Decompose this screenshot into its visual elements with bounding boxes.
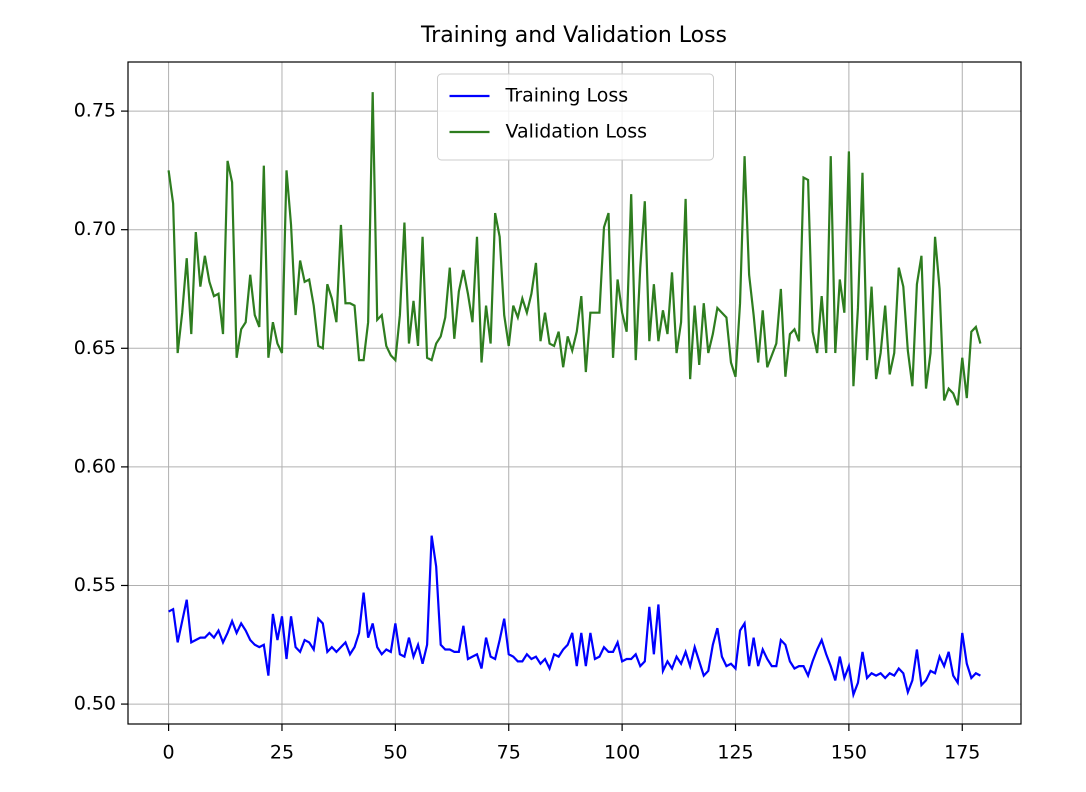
x-tick-label: 25 xyxy=(270,742,294,764)
x-tick-label: 0 xyxy=(163,742,175,764)
plot-frame xyxy=(127,61,1022,725)
series-line xyxy=(168,535,981,699)
x-tick-label: 100 xyxy=(604,742,640,764)
legend: Training Loss Validation Loss xyxy=(437,73,714,161)
x-tick-label: 175 xyxy=(944,742,980,764)
y-tick-label: 0.70 xyxy=(74,218,116,240)
y-tick-label: 0.55 xyxy=(74,574,116,596)
x-tick-label: 125 xyxy=(717,742,753,764)
x-tick-label: 150 xyxy=(831,742,867,764)
legend-label: Validation Loss xyxy=(506,121,648,143)
legend-label: Training Loss xyxy=(505,85,629,107)
series-line xyxy=(167,92,982,406)
y-tick-label: 0.50 xyxy=(74,693,116,715)
x-tick-label: 75 xyxy=(497,742,521,764)
chart-title: Training and Validation Loss xyxy=(420,23,727,48)
x-tick-label: 50 xyxy=(383,742,407,764)
y-tick-label: 0.65 xyxy=(74,337,116,359)
y-tick-label: 0.60 xyxy=(74,455,116,477)
legend-box xyxy=(437,73,714,161)
y-tick-label: 0.75 xyxy=(74,100,116,122)
